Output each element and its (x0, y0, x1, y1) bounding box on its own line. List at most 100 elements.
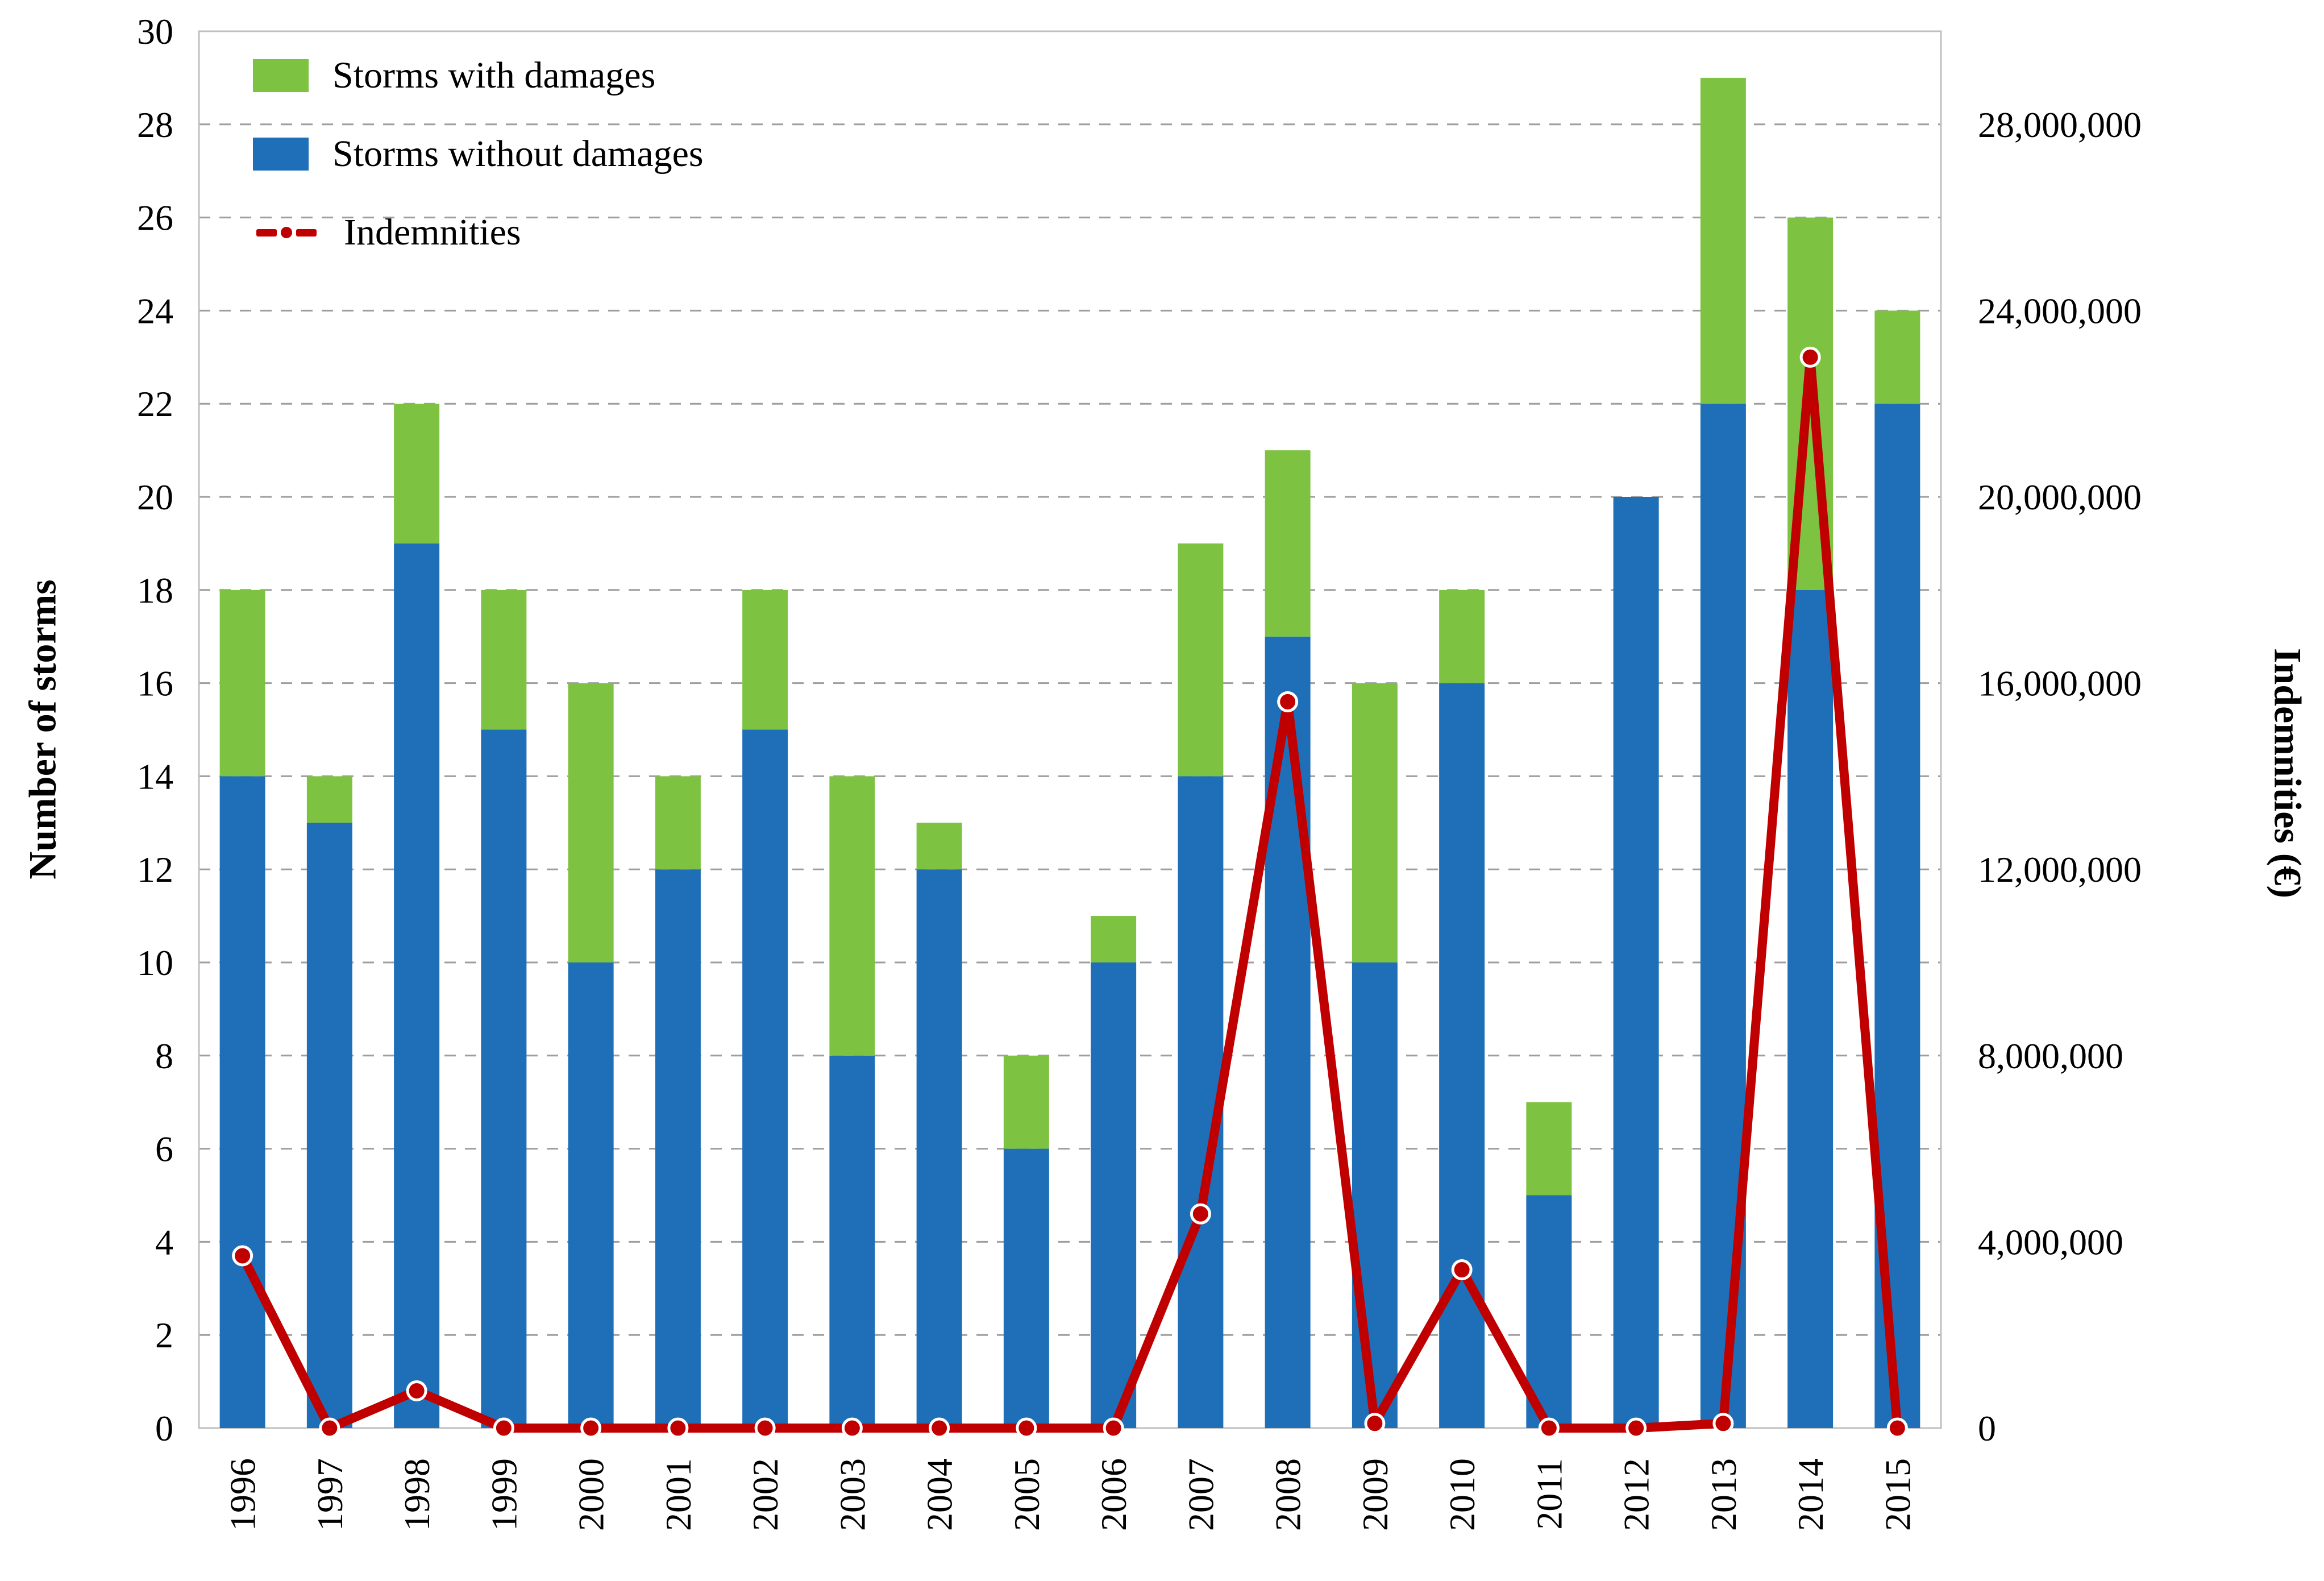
x-axis-tick-label: 1997 (310, 1458, 350, 1531)
y-axis-tick-label: 16 (137, 663, 173, 704)
x-axis-tick-label: 1999 (484, 1458, 524, 1531)
bar-segment-without-damages (742, 729, 788, 1428)
bar-segment-without-damages (1003, 1148, 1049, 1428)
indemnities-marker (493, 1417, 514, 1439)
bar-segment-without-damages (829, 1055, 875, 1428)
x-axis-tick-label: 2005 (1007, 1458, 1047, 1531)
bar-segment-with-damages (1874, 310, 1920, 404)
indemnities-marker (929, 1417, 950, 1439)
legend-label: Storms with damages (332, 55, 656, 96)
x-axis-tick-label: 2004 (920, 1458, 960, 1531)
bar-segment-with-damages (916, 823, 962, 870)
legend-swatch-red-dash-dot-icon (253, 216, 320, 249)
bar-segment-without-damages (655, 869, 701, 1428)
bar-segment-without-damages (481, 729, 527, 1428)
bar-segment-without-damages (1613, 497, 1659, 1428)
x-axis-tick-label: 1998 (397, 1458, 437, 1531)
x-axis-tick-label: 2012 (1616, 1458, 1657, 1531)
right-axis-tick-label: 16,000,000 (1978, 663, 2142, 704)
indemnities-marker (319, 1417, 340, 1439)
bar-segment-without-damages (1352, 962, 1398, 1428)
right-axis-tick-label: 0 (1978, 1408, 1996, 1449)
indemnities-marker (1625, 1417, 1647, 1439)
y-axis-tick-label: 10 (137, 943, 173, 983)
bar-segment-with-damages (1352, 683, 1398, 962)
right-axis-tick-label: 28,000,000 (1978, 105, 2142, 145)
bar-segment-with-damages (1178, 543, 1224, 777)
gridlines-group (199, 123, 1941, 1336)
bar-segment-without-damages (219, 776, 265, 1428)
y-axis-tick-label: 4 (155, 1222, 173, 1262)
left-axis-title: Number of storms (20, 579, 64, 879)
x-axis-tick-label: 2011 (1529, 1458, 1569, 1530)
bar-segment-without-damages (306, 823, 352, 1428)
legend-item-storms-without-damages: Storms without damages (253, 131, 704, 177)
x-axis-tick-label: 1996 (223, 1458, 263, 1531)
indemnities-marker (1538, 1417, 1560, 1439)
legend-item-storms-with-damages: Storms with damages (253, 52, 704, 99)
bar-segment-without-damages (1526, 1195, 1572, 1428)
indemnities-marker (1364, 1413, 1386, 1434)
bar-segment-without-damages (916, 869, 962, 1428)
bar-segment-without-damages (1439, 683, 1485, 1428)
y-axis-tick-label: 12 (137, 849, 173, 890)
bar-segment-without-damages (1091, 962, 1137, 1428)
indemnities-marker (1451, 1259, 1473, 1281)
x-axis-tick-label: 2006 (1094, 1458, 1134, 1531)
right-axis-tick-label: 20,000,000 (1978, 477, 2142, 517)
bar-segment-with-damages (1526, 1102, 1572, 1196)
legend-item-indemnities: Indemnities (253, 209, 704, 256)
bar-segment-with-damages (1700, 77, 1746, 404)
indemnities-marker (580, 1417, 602, 1439)
indemnities-marker (1886, 1417, 1908, 1439)
y-axis-tick-label: 2 (155, 1315, 173, 1355)
indemnities-marker (1799, 346, 1821, 368)
bar-segment-with-damages (1439, 590, 1485, 683)
right-axis-tick-label: 24,000,000 (1978, 291, 2142, 331)
legend-swatch-blue (253, 138, 309, 171)
y-axis-tick-label: 0 (155, 1408, 173, 1449)
x-axis-tick-label: 2002 (745, 1458, 785, 1531)
x-axis-tick-label: 2010 (1442, 1458, 1482, 1531)
bar-segment-with-damages (1265, 450, 1311, 637)
y-axis-tick-label: 8 (155, 1036, 173, 1076)
bar-segment-without-damages (394, 543, 440, 1428)
dash-icon (256, 229, 277, 236)
bar-segment-with-damages (1003, 1055, 1049, 1149)
bar-segment-with-damages (829, 776, 875, 1056)
bar-segment-with-damages (394, 404, 440, 543)
indemnities-marker (841, 1417, 863, 1439)
chart-legend: Storms with damages Storms without damag… (253, 52, 704, 256)
y-axis-tick-label: 6 (155, 1129, 173, 1169)
right-axis-tick-label: 4,000,000 (1978, 1222, 2123, 1262)
indemnities-marker (1016, 1417, 1037, 1439)
indemnities-marker (1277, 691, 1299, 712)
indemnities-marker (754, 1417, 776, 1439)
x-axis-ticks-group: 1996 1997 1998 1999 2000 2001 2002 2003 2004 2005… (223, 1458, 1918, 1531)
x-axis-tick-label: 2000 (571, 1458, 612, 1531)
y-axis-tick-label: 14 (137, 756, 173, 796)
x-axis-tick-label: 2015 (1877, 1458, 1918, 1531)
bar-segment-with-damages (1091, 916, 1137, 962)
x-axis-tick-label: 2003 (832, 1458, 872, 1531)
legend-label: Storms without damages (332, 133, 704, 175)
y-axis-tick-label: 20 (137, 477, 173, 517)
indemnities-marker (1712, 1413, 1734, 1434)
x-axis-tick-label: 2007 (1180, 1458, 1221, 1531)
y-axis-tick-label: 24 (137, 291, 173, 331)
x-axis-tick-label: 2014 (1790, 1458, 1831, 1531)
indemnities-marker (406, 1380, 427, 1401)
right-axis-tick-label: 12,000,000 (1978, 849, 2142, 890)
right-axis-tick-label: 8,000,000 (1978, 1036, 2123, 1076)
y-axis-tick-label: 22 (137, 384, 173, 424)
legend-swatch-green (253, 59, 309, 92)
y-axis-tick-label: 30 (137, 11, 173, 52)
x-axis-tick-label: 2001 (658, 1458, 699, 1531)
dot-icon (281, 227, 292, 238)
bar-segment-without-damages (1265, 636, 1311, 1428)
indemnities-marker (1103, 1417, 1124, 1439)
y-axis-tick-label: 26 (137, 198, 173, 238)
x-axis-tick-label: 2008 (1268, 1458, 1308, 1531)
